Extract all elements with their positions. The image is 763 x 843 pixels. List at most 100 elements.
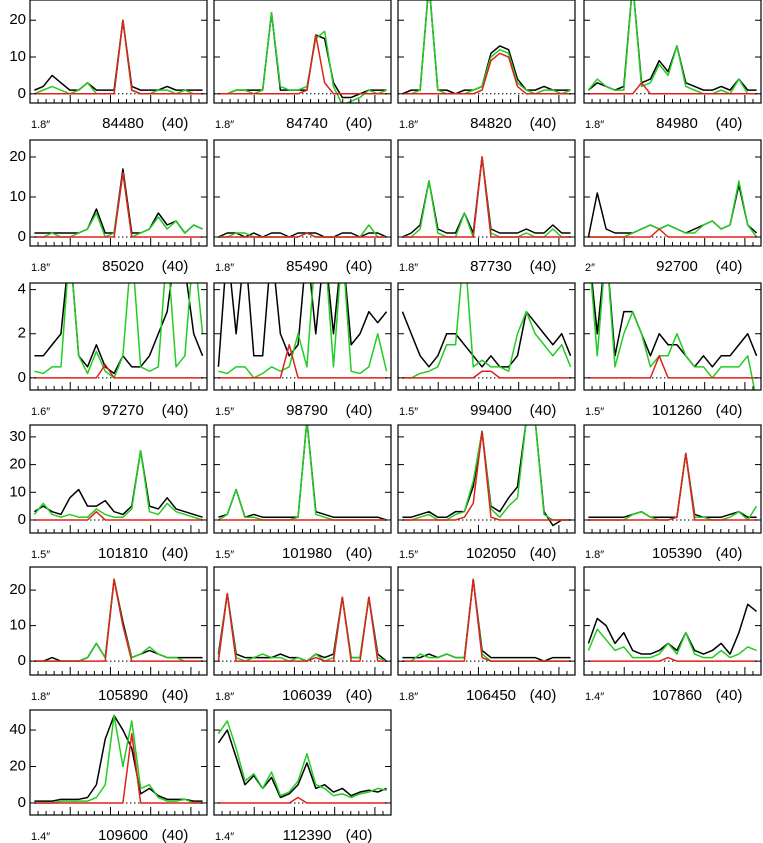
channel-label: (40)	[716, 402, 743, 419]
panel-frame	[29, 566, 208, 676]
spectrum-line	[218, 12, 387, 103]
spectra	[217, 592, 388, 662]
channel-label: (40)	[162, 687, 189, 704]
spectrum-line	[402, 578, 571, 662]
channel-label: (40)	[530, 687, 557, 704]
spectrum-line	[34, 578, 203, 662]
spectrum-line	[402, 578, 571, 662]
spectrum-line	[34, 578, 203, 662]
spectrum-line	[588, 452, 758, 521]
panel: 1.5″ 99400 (40)	[397, 282, 576, 419]
panel-frame	[583, 139, 762, 247]
spectra	[34, 283, 204, 379]
beam-label: 1.8″	[31, 119, 50, 131]
spectrum-line	[588, 452, 757, 518]
panel: 1.8″ 84740 (40)	[213, 0, 392, 132]
spectrum-line	[588, 656, 757, 662]
frequency-label: 106450	[466, 687, 516, 704]
panel-frame	[583, 424, 762, 534]
spectra	[402, 156, 571, 238]
frequency-label: 84820	[470, 115, 512, 132]
panel: 1.8″ 84980 (40)	[583, 0, 762, 132]
beam-label: 1.5″	[215, 406, 234, 418]
frequency-label: 98790	[286, 402, 328, 419]
spectrum-line	[34, 714, 203, 802]
panel-frame	[29, 0, 208, 104]
panel: 2″ 92700 (40)	[583, 139, 762, 275]
frequency-label: 101810	[98, 545, 148, 562]
spectrum-line	[588, 180, 758, 238]
y-tick-label: 0	[18, 85, 26, 102]
spectrum-line	[402, 0, 571, 95]
panel: 0 10 20 30 1.5″ 101810 (40)	[9, 424, 208, 562]
spectrum-line	[402, 370, 571, 379]
panel: 0 10 20 1.8″ 85020 (40)	[9, 139, 208, 275]
frequency-label: 101260	[652, 402, 702, 419]
spectra	[217, 283, 388, 379]
spectrum-line	[402, 156, 571, 238]
channel-label: (40)	[162, 258, 189, 275]
panel: 0 10 20 1.8″ 84480 (40)	[9, 0, 208, 132]
y-tick-label: 10	[9, 48, 26, 65]
panel-frame	[583, 566, 762, 676]
frequency-label: 85490	[286, 258, 328, 275]
spectrum-line	[218, 796, 387, 804]
panel-frame	[213, 424, 392, 534]
spectrum-line	[218, 232, 387, 238]
spectrum-line	[402, 283, 572, 379]
beam-label: 1.8″	[215, 119, 234, 131]
spectrum-line	[34, 363, 203, 379]
channel-label: (40)	[530, 258, 557, 275]
channel-label: (40)	[530, 402, 557, 419]
spectra	[218, 12, 387, 103]
channel-label: (40)	[346, 545, 373, 562]
beam-label: 2″	[585, 262, 595, 274]
y-tick-label: 10	[9, 188, 26, 205]
channel-label: (40)	[346, 402, 373, 419]
panel-frame	[213, 0, 392, 104]
panel-frame	[397, 282, 576, 391]
beam-label: 1.4″	[31, 831, 50, 843]
channel-label: (40)	[346, 687, 373, 704]
panel-frame	[213, 709, 392, 816]
frequency-label: 84980	[656, 115, 698, 132]
y-tick-label: 0	[18, 228, 26, 245]
spectrum-line	[401, 310, 572, 368]
spectrum-line	[588, 228, 757, 238]
panel: 0 20 40 1.4″ 109600 (40)	[9, 709, 208, 843]
channel-label: (40)	[162, 545, 189, 562]
spectrum-line	[34, 510, 203, 521]
spectra	[402, 0, 571, 95]
frequency-label: 92700	[656, 258, 698, 275]
channel-label: (40)	[346, 258, 373, 275]
frequency-label: 101980	[282, 545, 332, 562]
channel-label: (40)	[346, 115, 373, 132]
panel-frame	[397, 0, 576, 104]
spectrum-line	[218, 344, 387, 379]
spectrum-line	[587, 0, 757, 91]
panel: 1.5″ 98790 (40)	[213, 282, 392, 419]
spectrum-line	[588, 82, 757, 95]
y-tick-label: 10	[9, 483, 26, 500]
channel-label: (40)	[530, 545, 557, 562]
panel: 1.8″ 85490 (40)	[213, 139, 392, 275]
frequency-label: 109600	[98, 827, 148, 843]
spectrum-line	[33, 450, 203, 521]
panel-frame	[583, 282, 762, 391]
spectrum-line	[402, 52, 571, 95]
beam-label: 1.8″	[215, 262, 234, 274]
panel: 1.8″ 105390 (40)	[583, 424, 762, 562]
channel-label: (40)	[162, 402, 189, 419]
panel-frame	[29, 424, 208, 534]
channel-label: (40)	[716, 687, 743, 704]
spectrum-line	[587, 603, 758, 655]
beam-label: 1.5″	[31, 549, 50, 561]
beam-label: 1.4″	[585, 691, 604, 703]
frequency-label: 107860	[652, 687, 702, 704]
y-tick-label: 30	[9, 428, 26, 445]
y-tick-label: 40	[9, 721, 26, 738]
spectrum-line	[218, 34, 387, 95]
y-tick-label: 0	[18, 794, 26, 811]
channel-label: (40)	[162, 115, 189, 132]
spectrum-line	[34, 578, 203, 662]
